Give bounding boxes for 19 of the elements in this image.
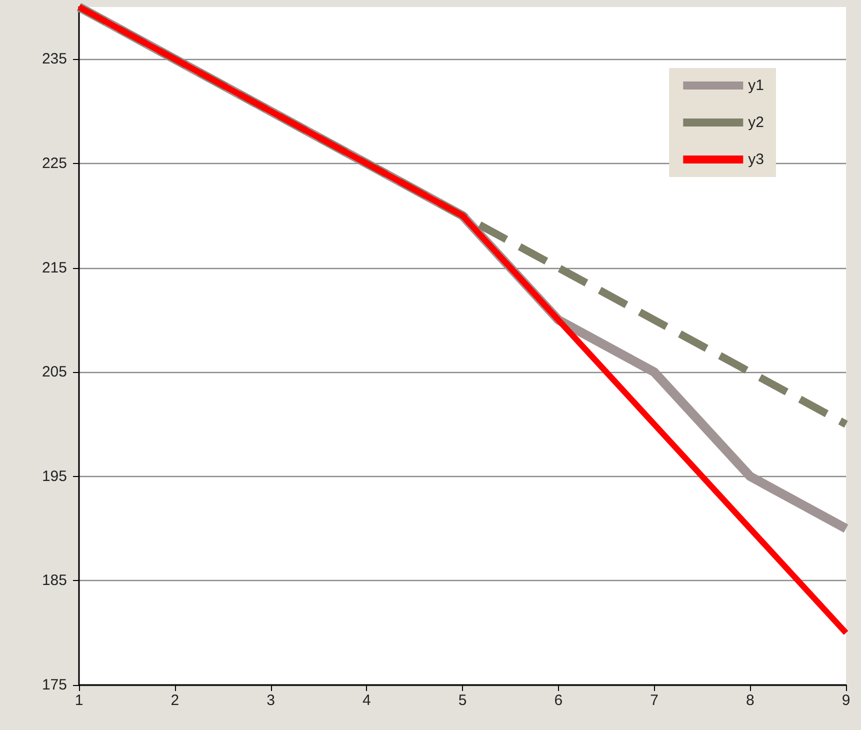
x-tick-label: 2 xyxy=(170,692,180,709)
legend-label: y3 xyxy=(748,151,764,168)
x-tick-label: 6 xyxy=(554,692,563,709)
y-tick-label: 175 xyxy=(42,676,67,694)
y-tick-label: 185 xyxy=(42,572,67,590)
y-tick-label: 235 xyxy=(42,50,67,68)
legend-label: y2 xyxy=(748,114,764,131)
x-tick-label: 3 xyxy=(266,692,275,709)
y-tick-label: 225 xyxy=(42,154,67,172)
x-tick-label: 4 xyxy=(362,692,371,709)
x-tick-label: 1 xyxy=(74,692,84,709)
y-tick-label: 205 xyxy=(42,364,67,381)
legend-label: y1 xyxy=(748,77,764,94)
x-tick-label: 8 xyxy=(746,692,754,709)
y-tick-label: 215 xyxy=(42,259,67,276)
x-tick-label: 9 xyxy=(842,692,850,709)
y-tick-label: 195 xyxy=(42,468,67,485)
x-tick-label: 7 xyxy=(650,692,658,709)
x-tick-label: 5 xyxy=(458,692,467,709)
